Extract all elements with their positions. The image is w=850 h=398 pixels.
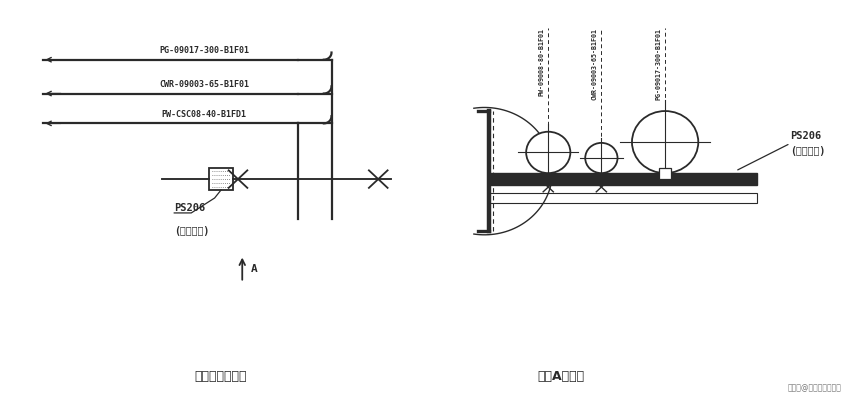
- Text: PG-09017-300-B1F01: PG-09017-300-B1F01: [159, 46, 249, 55]
- Text: PW-09008-80-B1F01: PW-09008-80-B1F01: [539, 28, 545, 96]
- Text: PW-CSC08-40-B1FD1: PW-CSC08-40-B1FD1: [162, 109, 246, 119]
- Text: (管架编号): (管架编号): [174, 226, 209, 236]
- Circle shape: [632, 111, 698, 173]
- Text: CWR-09003-65-B1F01: CWR-09003-65-B1F01: [159, 80, 249, 89]
- Text: 管架A向视图: 管架A向视图: [537, 370, 585, 382]
- Text: PS206: PS206: [174, 203, 206, 213]
- Text: A: A: [251, 263, 258, 274]
- FancyBboxPatch shape: [489, 173, 756, 185]
- Text: CWR-09003-65-B1F01: CWR-09003-65-B1F01: [592, 28, 598, 100]
- Text: (管架编号): (管架编号): [790, 146, 825, 156]
- FancyBboxPatch shape: [660, 168, 672, 179]
- Text: 管架平面布置图: 管架平面布置图: [195, 370, 247, 382]
- Text: PS206: PS206: [790, 131, 822, 141]
- Circle shape: [526, 132, 570, 173]
- Text: 搜狐号@简懂管道有话说: 搜狐号@简懂管道有话说: [788, 383, 842, 392]
- Circle shape: [585, 143, 617, 173]
- Text: PG-09017-300-B1F01: PG-09017-300-B1F01: [655, 28, 661, 100]
